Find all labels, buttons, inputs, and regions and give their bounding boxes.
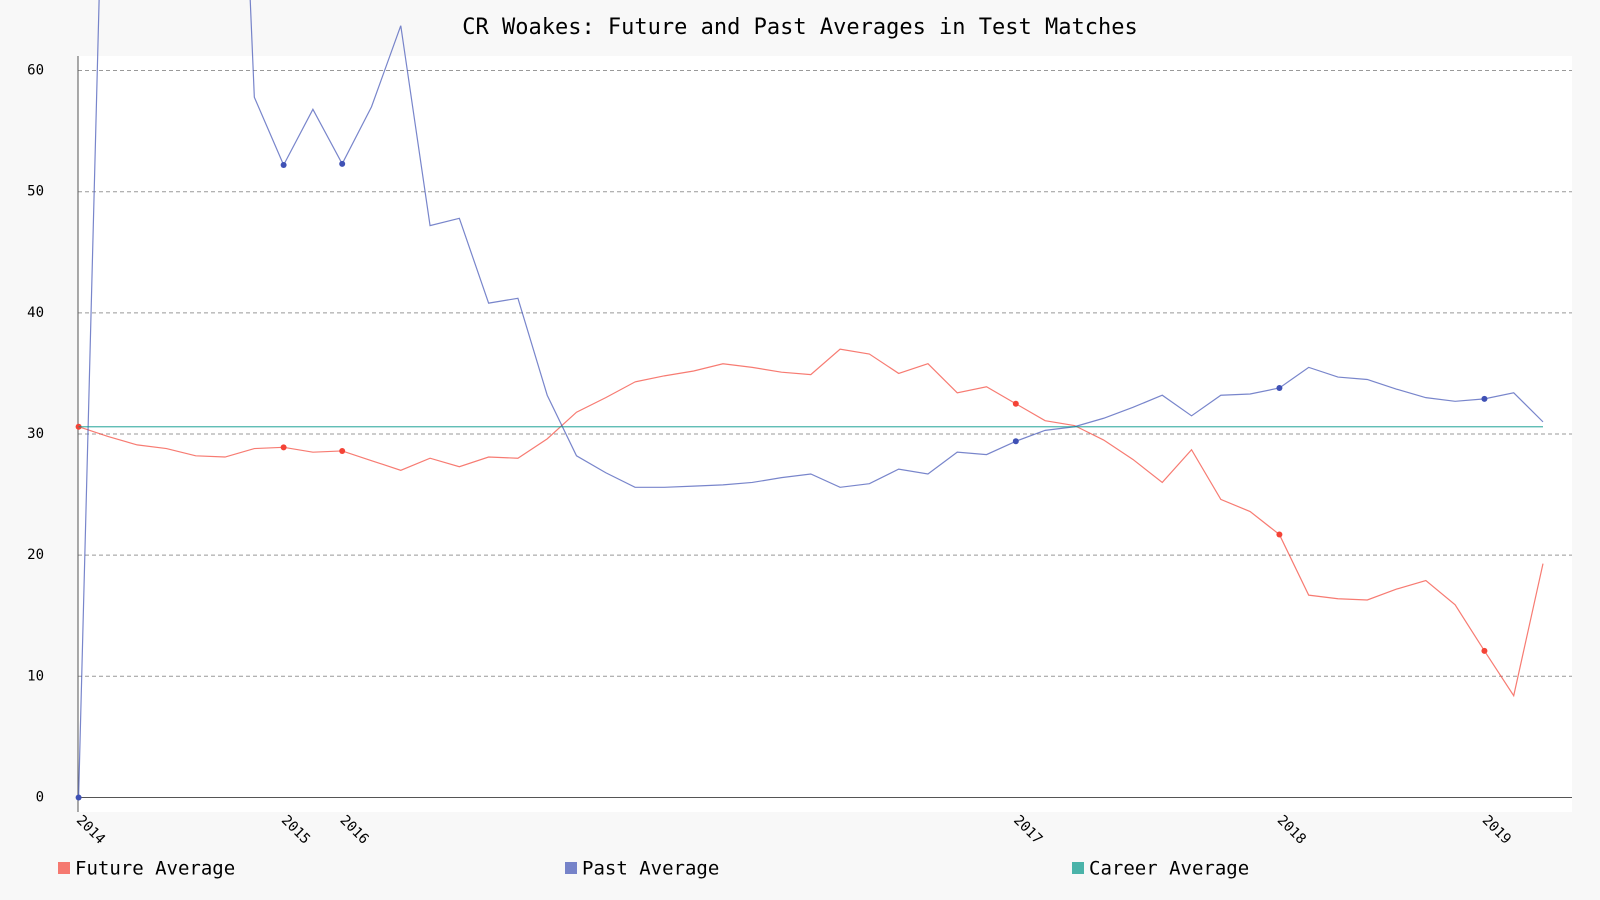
point — [75, 794, 82, 801]
point — [280, 444, 287, 451]
point — [339, 447, 346, 454]
point — [339, 160, 346, 167]
point — [1481, 647, 1488, 654]
y-tick-label: 60 — [27, 63, 44, 79]
series-line — [78, 348, 1544, 698]
point — [280, 162, 287, 169]
legend-swatch — [58, 862, 70, 874]
chart-title: CR Woakes: Future and Past Averages in T… — [462, 15, 1138, 40]
legend-swatch — [1072, 862, 1084, 874]
point — [1276, 531, 1283, 538]
series-line — [78, 0, 1544, 798]
legend-label: Past Average — [582, 858, 719, 880]
point — [1012, 400, 1019, 407]
legend-label: Career Average — [1089, 858, 1249, 880]
point — [1012, 438, 1019, 445]
y-tick-label: 40 — [27, 305, 44, 321]
y-tick-label: 0 — [36, 789, 44, 805]
y-tick-label: 30 — [27, 426, 44, 442]
point — [1276, 384, 1283, 391]
y-tick-label: 20 — [27, 547, 44, 563]
point — [1481, 395, 1488, 402]
y-tick-label: 50 — [27, 184, 44, 200]
y-tick-label: 10 — [27, 668, 44, 684]
legend-label: Future Average — [75, 858, 235, 880]
legend-swatch — [565, 862, 577, 874]
